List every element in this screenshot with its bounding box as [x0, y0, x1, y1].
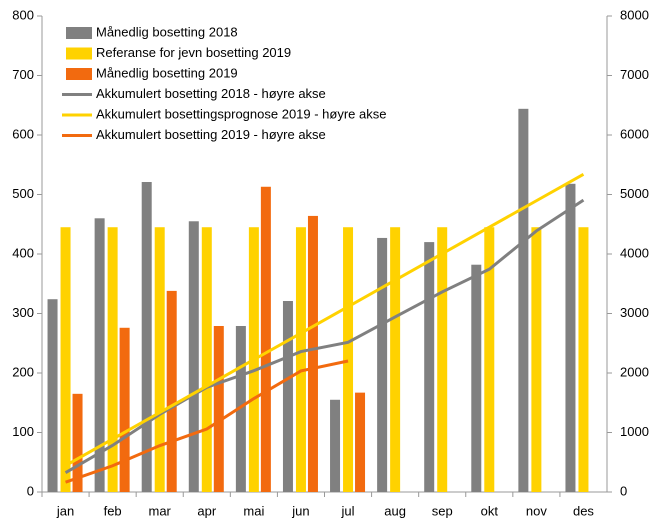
y2-tick-label: 5000 — [620, 186, 649, 201]
bar — [213, 325, 224, 492]
bar — [307, 215, 318, 493]
bar — [235, 325, 246, 492]
bar — [390, 227, 401, 492]
y-tick-label: 800 — [12, 7, 34, 22]
x-tick-label: apr — [197, 503, 216, 518]
y2-tick-label: 8000 — [620, 7, 649, 22]
bar — [471, 264, 482, 492]
y-tick-label: 100 — [12, 424, 34, 439]
bar — [60, 227, 71, 492]
x-tick-label: jul — [341, 503, 355, 518]
x-tick-label: sep — [432, 503, 453, 518]
x-tick-label: jan — [56, 503, 74, 518]
y-tick-label: 600 — [12, 126, 34, 141]
y2-tick-label: 2000 — [620, 364, 649, 379]
legend-label: Akkumulert bosetting 2019 - høyre akse — [96, 127, 326, 142]
x-tick-label: nov — [526, 503, 547, 518]
y2-tick-label: 6000 — [620, 126, 649, 141]
y2-tick-label: 3000 — [620, 305, 649, 320]
legend-swatch — [66, 68, 92, 80]
x-tick-label: aug — [384, 503, 406, 518]
legend-label: Referanse for jevn bosetting 2019 — [96, 45, 291, 60]
legend-swatch — [66, 27, 92, 39]
y2-tick-label: 1000 — [620, 424, 649, 439]
legend-label: Akkumulert bosettingsprognose 2019 - høy… — [96, 106, 387, 121]
bar — [94, 218, 105, 493]
bar — [531, 227, 542, 492]
line — [65, 359, 349, 484]
bar — [565, 183, 576, 493]
bar — [484, 227, 495, 492]
bar — [141, 182, 152, 492]
bar — [377, 237, 388, 492]
bar — [107, 227, 118, 492]
bar — [343, 227, 354, 492]
bar — [355, 392, 366, 492]
legend-label: Akkumulert bosetting 2018 - høyre akse — [96, 86, 326, 101]
bar — [518, 108, 529, 492]
bar — [119, 327, 130, 492]
y2-tick-label: 4000 — [620, 245, 649, 260]
bar — [424, 242, 435, 492]
bar — [437, 227, 448, 492]
line — [64, 172, 585, 467]
x-tick-label: mar — [149, 503, 172, 518]
x-tick-label: des — [573, 503, 594, 518]
y-tick-label: 700 — [12, 67, 34, 82]
bar — [578, 227, 589, 492]
x-tick-label: mai — [243, 503, 264, 518]
y2-tick-label: 7000 — [620, 67, 649, 82]
y-tick-label: 200 — [12, 364, 34, 379]
y-tick-label: 0 — [27, 483, 34, 498]
bar — [47, 299, 58, 492]
line — [64, 198, 585, 475]
x-tick-label: feb — [104, 503, 122, 518]
bar — [166, 290, 177, 492]
bar — [295, 227, 306, 492]
bar — [282, 301, 293, 492]
y2-tick-label: 0 — [620, 483, 627, 498]
x-tick-label: okt — [481, 503, 499, 518]
y-tick-label: 300 — [12, 305, 34, 320]
bar — [201, 227, 212, 492]
y-tick-label: 500 — [12, 186, 34, 201]
bar — [260, 186, 271, 492]
y-tick-label: 400 — [12, 245, 34, 260]
legend-swatch — [66, 47, 92, 60]
bar — [188, 221, 199, 492]
bar — [72, 393, 83, 492]
x-tick-label: jun — [291, 503, 309, 518]
bar — [154, 227, 165, 492]
legend-label: Månedlig bosetting 2019 — [96, 65, 238, 80]
bar — [330, 399, 341, 492]
legend-label: Månedlig bosetting 2018 — [96, 24, 238, 39]
